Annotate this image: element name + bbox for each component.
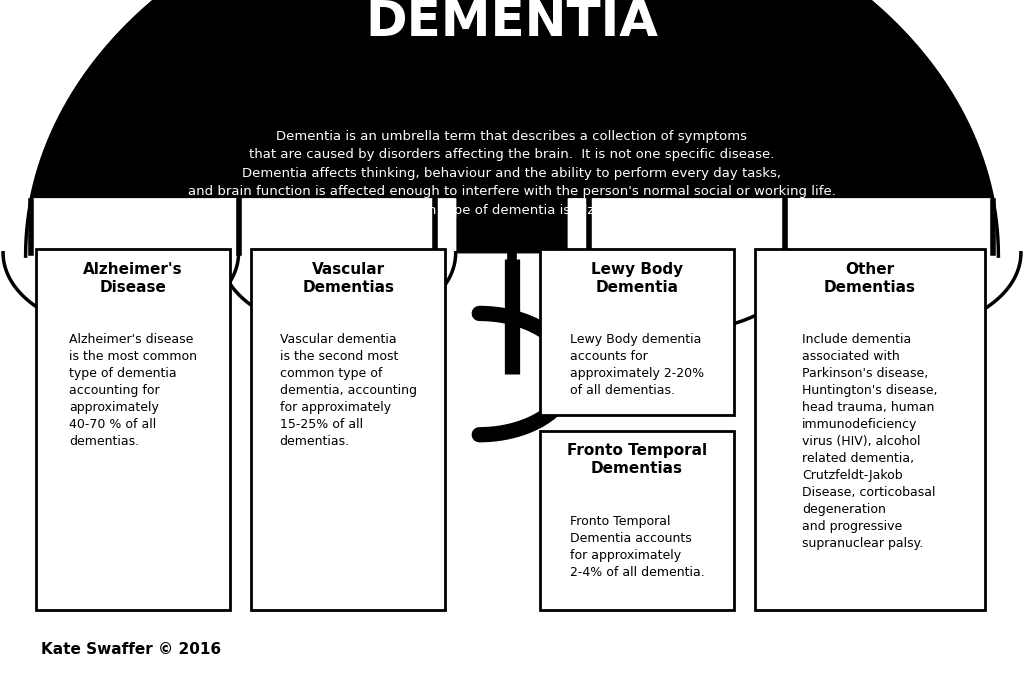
Text: Include dementia
associated with
Parkinson's disease,
Huntington's disease,
head: Include dementia associated with Parkins… bbox=[802, 333, 938, 550]
Text: Vascular
Dementias: Vascular Dementias bbox=[302, 262, 394, 295]
FancyBboxPatch shape bbox=[540, 249, 734, 415]
Polygon shape bbox=[785, 199, 1021, 330]
Text: Lewy Body
Dementia: Lewy Body Dementia bbox=[591, 262, 683, 295]
FancyBboxPatch shape bbox=[251, 249, 445, 610]
Polygon shape bbox=[568, 199, 804, 330]
Text: Fronto Temporal
Dementias: Fronto Temporal Dementias bbox=[567, 443, 707, 477]
Text: Vascular dementia
is the second most
common type of
dementia, accounting
for app: Vascular dementia is the second most com… bbox=[280, 333, 417, 448]
Text: Other
Dementias: Other Dementias bbox=[824, 262, 915, 295]
FancyBboxPatch shape bbox=[540, 431, 734, 610]
Polygon shape bbox=[3, 199, 239, 330]
Text: Lewy Body dementia
accounts for
approximately 2-20%
of all dementias.: Lewy Body dementia accounts for approxim… bbox=[570, 333, 703, 397]
Text: Alzheimer's disease
is the most common
type of dementia
accounting for
approxima: Alzheimer's disease is the most common t… bbox=[70, 333, 197, 448]
FancyBboxPatch shape bbox=[755, 249, 985, 610]
Text: Kate Swaffer © 2016: Kate Swaffer © 2016 bbox=[41, 642, 221, 657]
Text: DEMENTIA: DEMENTIA bbox=[366, 0, 658, 46]
Text: Alzheimer's
Disease: Alzheimer's Disease bbox=[83, 262, 183, 295]
Polygon shape bbox=[3, 0, 1021, 330]
Text: Fronto Temporal
Dementia accounts
for approximately
2-4% of all dementia.: Fronto Temporal Dementia accounts for ap… bbox=[569, 515, 705, 579]
Text: Dementia is an umbrella term that describes a collection of symptoms
that are ca: Dementia is an umbrella term that descri… bbox=[188, 129, 836, 216]
Polygon shape bbox=[220, 199, 456, 330]
FancyBboxPatch shape bbox=[36, 249, 230, 610]
